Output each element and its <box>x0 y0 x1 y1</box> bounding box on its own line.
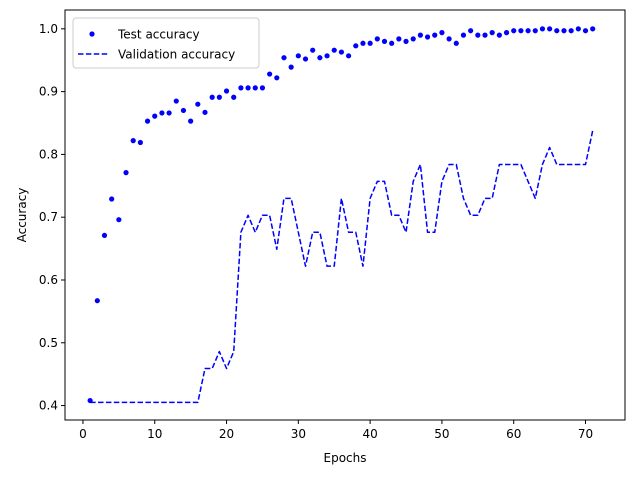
data-point-test-accuracy <box>310 47 316 53</box>
data-point-test-accuracy <box>116 217 122 223</box>
data-point-test-accuracy <box>554 28 560 34</box>
x-tick-label: 10 <box>147 427 162 441</box>
legend-label-test-accuracy: Test accuracy <box>117 28 200 42</box>
data-point-test-accuracy <box>159 110 165 116</box>
x-tick-label: 30 <box>291 427 306 441</box>
data-point-test-accuracy <box>259 85 266 91</box>
data-point-test-accuracy <box>338 49 345 55</box>
data-point-test-accuracy <box>130 138 136 144</box>
y-tick-label: 0.7 <box>39 210 58 224</box>
legend-label-validation-accuracy: Validation accuracy <box>118 48 235 62</box>
data-point-test-accuracy <box>582 28 589 34</box>
data-point-test-accuracy <box>590 26 596 32</box>
data-point-test-accuracy <box>302 56 309 62</box>
data-point-test-accuracy <box>561 28 567 34</box>
y-tick-label: 0.6 <box>39 273 58 287</box>
data-point-test-accuracy <box>489 29 495 36</box>
data-point-test-accuracy <box>417 32 423 38</box>
data-point-test-accuracy <box>324 53 330 59</box>
data-point-test-accuracy <box>238 85 244 91</box>
data-point-test-accuracy <box>453 40 459 46</box>
data-point-test-accuracy <box>410 36 416 42</box>
data-point-test-accuracy <box>345 53 352 59</box>
data-point-test-accuracy <box>109 196 115 202</box>
data-point-test-accuracy <box>123 170 129 176</box>
data-point-test-accuracy <box>231 94 237 100</box>
data-point-test-accuracy <box>173 98 179 104</box>
data-point-test-accuracy <box>367 40 373 46</box>
data-point-test-accuracy <box>532 28 538 34</box>
data-point-test-accuracy <box>403 38 409 44</box>
legend-box <box>72 17 260 69</box>
data-point-test-accuracy <box>396 36 402 42</box>
data-point-test-accuracy <box>539 26 546 32</box>
data-point-test-accuracy <box>374 36 380 42</box>
plot-marks <box>87 26 596 404</box>
data-point-test-accuracy <box>101 232 108 239</box>
data-point-test-accuracy <box>518 28 524 34</box>
x-tick-label: 40 <box>362 427 377 441</box>
data-point-test-accuracy <box>331 47 337 53</box>
data-point-test-accuracy <box>166 110 172 116</box>
x-tick-label: 60 <box>506 427 521 441</box>
x-axis-ticks: 0 10 20 30 40 50 60 70 <box>79 420 593 441</box>
y-tick-label: 0.8 <box>39 147 58 161</box>
data-point-test-accuracy <box>317 55 323 61</box>
data-point-test-accuracy <box>424 34 431 40</box>
data-point-test-accuracy <box>202 109 208 115</box>
data-point-test-accuracy <box>389 40 395 46</box>
data-point-test-accuracy <box>568 28 574 34</box>
data-point-test-accuracy <box>188 118 194 124</box>
x-tick-label: 70 <box>578 427 593 441</box>
series-line-validation-accuracy <box>90 130 594 404</box>
x-tick-label: 20 <box>219 427 234 441</box>
data-point-test-accuracy <box>295 53 301 59</box>
data-point-test-accuracy <box>209 94 215 100</box>
data-point-test-accuracy <box>252 85 258 91</box>
data-point-test-accuracy <box>446 36 452 42</box>
data-point-test-accuracy <box>503 29 510 36</box>
data-point-test-accuracy <box>94 298 100 304</box>
y-tick-label: 0.4 <box>39 399 58 413</box>
data-point-test-accuracy <box>525 28 531 34</box>
x-tick-label: 0 <box>79 427 87 441</box>
x-tick-label: 50 <box>434 427 449 441</box>
data-point-test-accuracy <box>432 32 438 38</box>
data-point-test-accuracy <box>547 26 553 32</box>
data-point-test-accuracy <box>245 85 251 91</box>
data-point-test-accuracy <box>195 101 201 107</box>
data-point-test-accuracy <box>353 43 359 49</box>
x-axis-label: Epochs <box>324 451 367 465</box>
data-point-test-accuracy <box>496 32 502 38</box>
data-point-test-accuracy <box>460 32 467 38</box>
data-point-test-accuracy <box>381 38 388 44</box>
data-point-test-accuracy <box>439 29 445 36</box>
y-axis-label: Accuracy <box>15 188 29 243</box>
data-point-test-accuracy <box>288 64 294 70</box>
data-point-test-accuracy <box>482 32 488 38</box>
data-point-test-accuracy <box>281 55 287 61</box>
data-point-test-accuracy <box>180 107 187 114</box>
legend-marker-test-accuracy <box>89 31 95 37</box>
data-point-test-accuracy <box>223 88 230 94</box>
data-point-test-accuracy <box>144 118 151 124</box>
legend: Test accuracy Validation accuracy <box>72 17 260 69</box>
data-point-test-accuracy <box>511 28 517 34</box>
y-axis-ticks: 0.4 0.5 0.6 0.7 0.8 0.9 1.0 <box>39 22 65 413</box>
data-point-test-accuracy <box>267 71 273 77</box>
data-point-test-accuracy <box>360 40 366 46</box>
y-tick-label: 1.0 <box>39 22 58 36</box>
data-point-test-accuracy <box>475 32 481 38</box>
axes-frame <box>64 9 626 421</box>
data-point-test-accuracy <box>575 26 581 32</box>
data-point-test-accuracy <box>468 28 474 34</box>
data-point-test-accuracy <box>137 139 143 146</box>
data-point-test-accuracy <box>152 113 158 119</box>
y-tick-label: 0.9 <box>39 85 58 99</box>
data-point-test-accuracy <box>274 75 280 81</box>
data-point-test-accuracy <box>216 94 222 100</box>
y-tick-label: 0.5 <box>39 336 58 350</box>
